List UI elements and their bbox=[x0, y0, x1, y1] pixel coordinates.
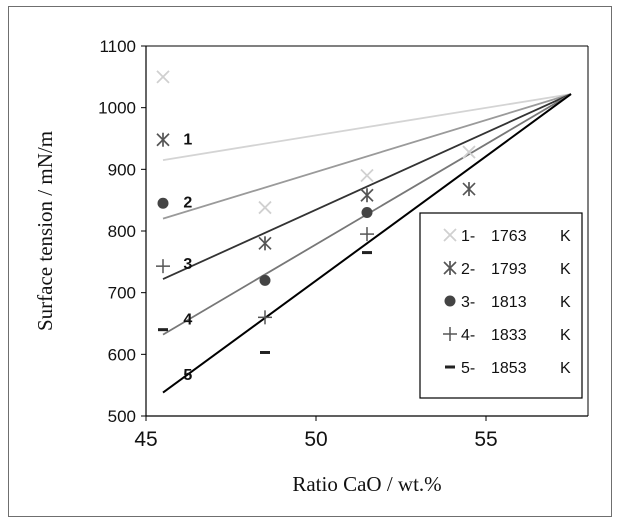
data-point-series-1-2 bbox=[258, 200, 272, 215]
fit-line-series-1 bbox=[162, 93, 572, 161]
y-tick-label: 1000 bbox=[98, 99, 136, 118]
data-point-series-2-1 bbox=[156, 132, 170, 147]
legend-marker-series-2 bbox=[443, 261, 457, 275]
legend-series-unit: K bbox=[560, 294, 571, 311]
y-axis-label: Surface tension / mN/m bbox=[33, 131, 57, 331]
legend-series-name: 1853 bbox=[491, 360, 527, 377]
fit-line-series-2 bbox=[162, 93, 572, 220]
data-point-series-3-1 bbox=[157, 197, 169, 209]
data-point-series-2-4 bbox=[462, 182, 476, 197]
data-point-series-3-2 bbox=[259, 274, 271, 286]
legend-series-number: 3- bbox=[461, 294, 475, 311]
data-point-series-1-3 bbox=[360, 168, 374, 183]
y-tick-label: 700 bbox=[108, 284, 136, 303]
legend-series-name: 1763 bbox=[491, 228, 527, 245]
legend-series-unit: K bbox=[560, 261, 571, 278]
y-tick-label: 600 bbox=[108, 345, 136, 364]
y-tick-label: 800 bbox=[108, 222, 136, 241]
series-number-label-5: 5 bbox=[183, 367, 192, 384]
x-tick-label: 55 bbox=[474, 428, 497, 451]
x-tick-label: 45 bbox=[134, 428, 157, 451]
legend-series-unit: K bbox=[560, 228, 571, 245]
series-number-labels: 1 2 3 4 5 bbox=[183, 132, 192, 385]
y-tick-label: 900 bbox=[108, 160, 136, 179]
legend-series-name: 1793 bbox=[491, 261, 527, 278]
data-point-series-4-3 bbox=[360, 227, 374, 242]
legend-series-number: 2- bbox=[461, 261, 475, 278]
legend-series-unit: K bbox=[560, 327, 571, 344]
data-point-series-1-1 bbox=[156, 70, 170, 84]
series-number-label-3: 3 bbox=[183, 256, 192, 273]
legend-series-number: 4- bbox=[461, 327, 475, 344]
legend-series-number: 1- bbox=[461, 228, 475, 245]
data-point-series-3-3 bbox=[361, 207, 373, 218]
legend-marker-series-4 bbox=[443, 327, 457, 341]
y-tick-label: 500 bbox=[108, 407, 136, 426]
legend-marker-series-1 bbox=[443, 228, 457, 242]
legend-series-name: 1813 bbox=[491, 294, 527, 311]
series-number-label-2: 2 bbox=[183, 194, 192, 211]
series-number-label-4: 4 bbox=[183, 312, 192, 329]
fit-line-series-3 bbox=[162, 93, 572, 280]
legend-series-number: 5- bbox=[461, 360, 475, 377]
legend-series-unit: K bbox=[560, 360, 571, 377]
data-point-series-2-2 bbox=[258, 236, 272, 251]
legend: 1- 1763 K 2- 1793 K 3- 1813 K 4- 1833 K 5- 1853 K bbox=[419, 212, 583, 399]
fit-line-series-5 bbox=[162, 93, 572, 394]
data-point-series-2-3 bbox=[360, 188, 374, 203]
series-number-label-1: 1 bbox=[183, 132, 192, 149]
data-points bbox=[156, 70, 476, 354]
x-tick-label: 50 bbox=[304, 428, 327, 451]
legend-marker-series-3 bbox=[444, 295, 456, 307]
x-axis-label: Ratio CaO / wt.% bbox=[292, 472, 441, 496]
data-point-series-1-4 bbox=[462, 145, 476, 159]
data-point-series-4-2 bbox=[258, 310, 272, 325]
data-point-series-4-1 bbox=[156, 259, 170, 274]
legend-series-name: 1833 bbox=[491, 327, 527, 344]
y-tick-label: 1100 bbox=[99, 37, 136, 56]
